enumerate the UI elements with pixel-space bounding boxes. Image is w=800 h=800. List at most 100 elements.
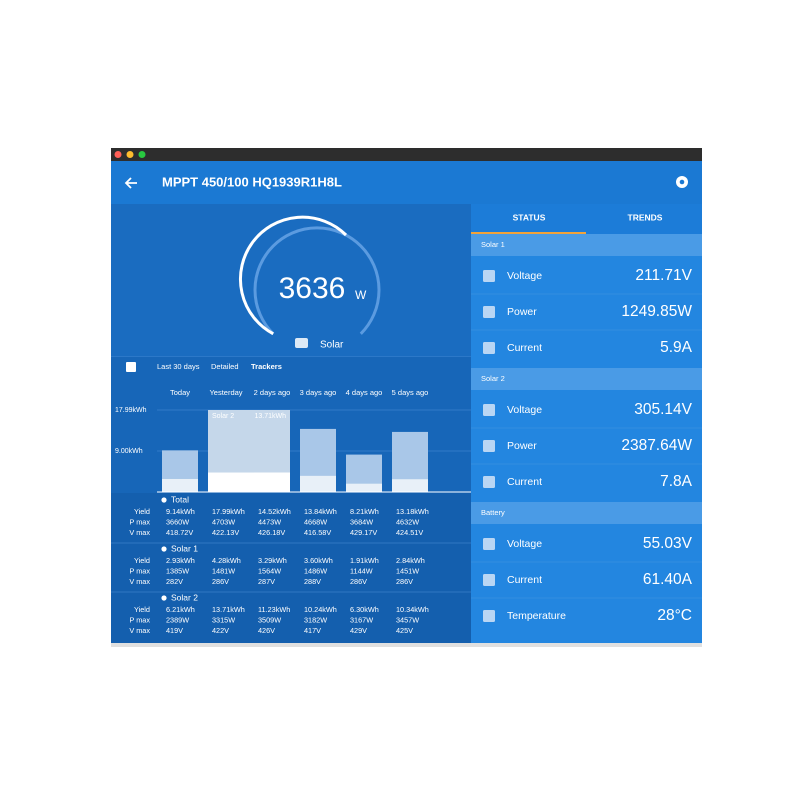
- tooltip-value: 13.71kWh: [254, 413, 286, 420]
- row-icon: [483, 476, 495, 488]
- gauge-arc: [239, 215, 348, 336]
- sun-icon: [161, 497, 167, 503]
- gauge-track: [253, 226, 381, 335]
- group-name: Battery: [481, 508, 505, 517]
- cell: 3660W: [166, 517, 189, 526]
- row-label: Voltage: [507, 538, 542, 550]
- cell: 17.99kWh: [212, 507, 245, 516]
- row-icon: [483, 342, 495, 354]
- row-label: Power: [507, 306, 537, 318]
- cell: 286V: [350, 577, 367, 586]
- day-label[interactable]: 2 days ago: [254, 388, 291, 397]
- row-label: Current: [507, 342, 542, 354]
- row-label: V max: [129, 577, 150, 586]
- cell: 4.28kWh: [212, 556, 241, 565]
- axis-label: 9.00kWh: [115, 448, 143, 455]
- group-name: Solar 1: [481, 240, 505, 249]
- save-button[interactable]: [126, 362, 136, 372]
- cell: 3.29kWh: [258, 556, 287, 565]
- bar-solar-2: [392, 431, 428, 480]
- cell: 4668W: [304, 517, 327, 526]
- row-value: 5.9A: [660, 339, 693, 356]
- group-header: [471, 502, 702, 524]
- row-label: Voltage: [507, 404, 542, 416]
- cell: 6.30kWh: [350, 605, 379, 614]
- row-label: P max: [129, 615, 150, 624]
- cell: 416.58V: [304, 528, 331, 537]
- row-label: Voltage: [507, 270, 542, 282]
- title-bar: [111, 148, 702, 161]
- day-label[interactable]: Today: [170, 388, 190, 397]
- cell: 286V: [396, 577, 413, 586]
- row-label: Power: [507, 440, 537, 452]
- row-value: 55.03V: [643, 535, 693, 552]
- day-label[interactable]: 4 days ago: [346, 388, 383, 397]
- cell: 11.23kWh: [258, 605, 290, 614]
- cell: 424.51V: [396, 528, 423, 537]
- row-icon: [483, 270, 495, 282]
- row-icon: [483, 538, 495, 550]
- row-value: 28°C: [657, 607, 692, 624]
- header: [111, 161, 702, 204]
- cell: 417V: [304, 626, 321, 635]
- row-label: Yield: [134, 507, 150, 516]
- day-label[interactable]: 3 days ago: [300, 388, 337, 397]
- bar-solar-1: [346, 483, 382, 492]
- cell: 4473W: [258, 517, 281, 526]
- group-name: Solar 2: [481, 374, 505, 383]
- status-tab[interactable]: STATUS: [513, 212, 546, 222]
- cell: 10.34kWh: [396, 605, 429, 614]
- tooltip-name: Solar 1: [212, 477, 234, 484]
- cell: 13.84kWh: [304, 507, 337, 516]
- cell: 2.84kWh: [396, 556, 425, 565]
- bar-solar-1: [392, 479, 428, 492]
- zoom-button[interactable]: [138, 151, 146, 158]
- cell: 287V: [258, 577, 275, 586]
- gauge-panel: [111, 204, 471, 357]
- cell: 1451W: [396, 566, 419, 575]
- row-label: V max: [129, 626, 150, 635]
- cell: 422V: [212, 626, 229, 635]
- row-icon: [483, 306, 495, 318]
- cell: 14.52kWh: [258, 507, 291, 516]
- table-panel: [111, 493, 471, 643]
- row-label: Current: [507, 574, 542, 586]
- cell: 4703W: [212, 517, 235, 526]
- cell: 3315W: [212, 615, 235, 624]
- gauge-value: 3636: [279, 272, 346, 305]
- back-button[interactable]: [124, 177, 137, 189]
- close-button[interactable]: [114, 151, 122, 158]
- selected-bar-solar-1[interactable]: [208, 472, 290, 492]
- cell: 3182W: [304, 615, 327, 624]
- status-panel: [471, 204, 702, 643]
- bar-solar-2: [162, 450, 198, 479]
- selected-bar-solar-2[interactable]: [208, 410, 290, 473]
- row-icon: [483, 404, 495, 416]
- status-tab[interactable]: TRENDS: [628, 212, 663, 222]
- cell: 4632W: [396, 517, 419, 526]
- settings-button[interactable]: [676, 176, 688, 188]
- tooltip-value: 4.28kWh: [258, 477, 286, 484]
- bar-solar-1: [162, 478, 198, 492]
- device-title: MPPT 450/100 HQ1939R1H8L: [162, 174, 342, 189]
- day-label[interactable]: Yesterday: [209, 388, 242, 397]
- row-value: 61.40A: [643, 571, 693, 588]
- day-label[interactable]: 5 days ago: [392, 388, 429, 397]
- minimize-button[interactable]: [126, 151, 134, 158]
- row-value: 211.71V: [635, 267, 692, 284]
- cell: 9.14kWh: [166, 507, 195, 516]
- cell: 425V: [396, 626, 413, 635]
- cell: 282V: [166, 577, 183, 586]
- section-name: Solar 1: [171, 543, 198, 553]
- cell: 2389W: [166, 615, 189, 624]
- history-tab[interactable]: Trackers: [251, 362, 282, 371]
- history-tab[interactable]: Detailed: [211, 362, 239, 371]
- cell: 426.18V: [258, 528, 285, 537]
- row-icon: [483, 610, 495, 622]
- cell: 418.72V: [166, 528, 193, 537]
- row-value: 1249.85W: [621, 303, 692, 320]
- solar-icon: [295, 338, 308, 348]
- history-tab[interactable]: Last 30 days: [157, 362, 200, 371]
- row-label: V max: [129, 528, 150, 537]
- cell: 1144W: [350, 566, 373, 575]
